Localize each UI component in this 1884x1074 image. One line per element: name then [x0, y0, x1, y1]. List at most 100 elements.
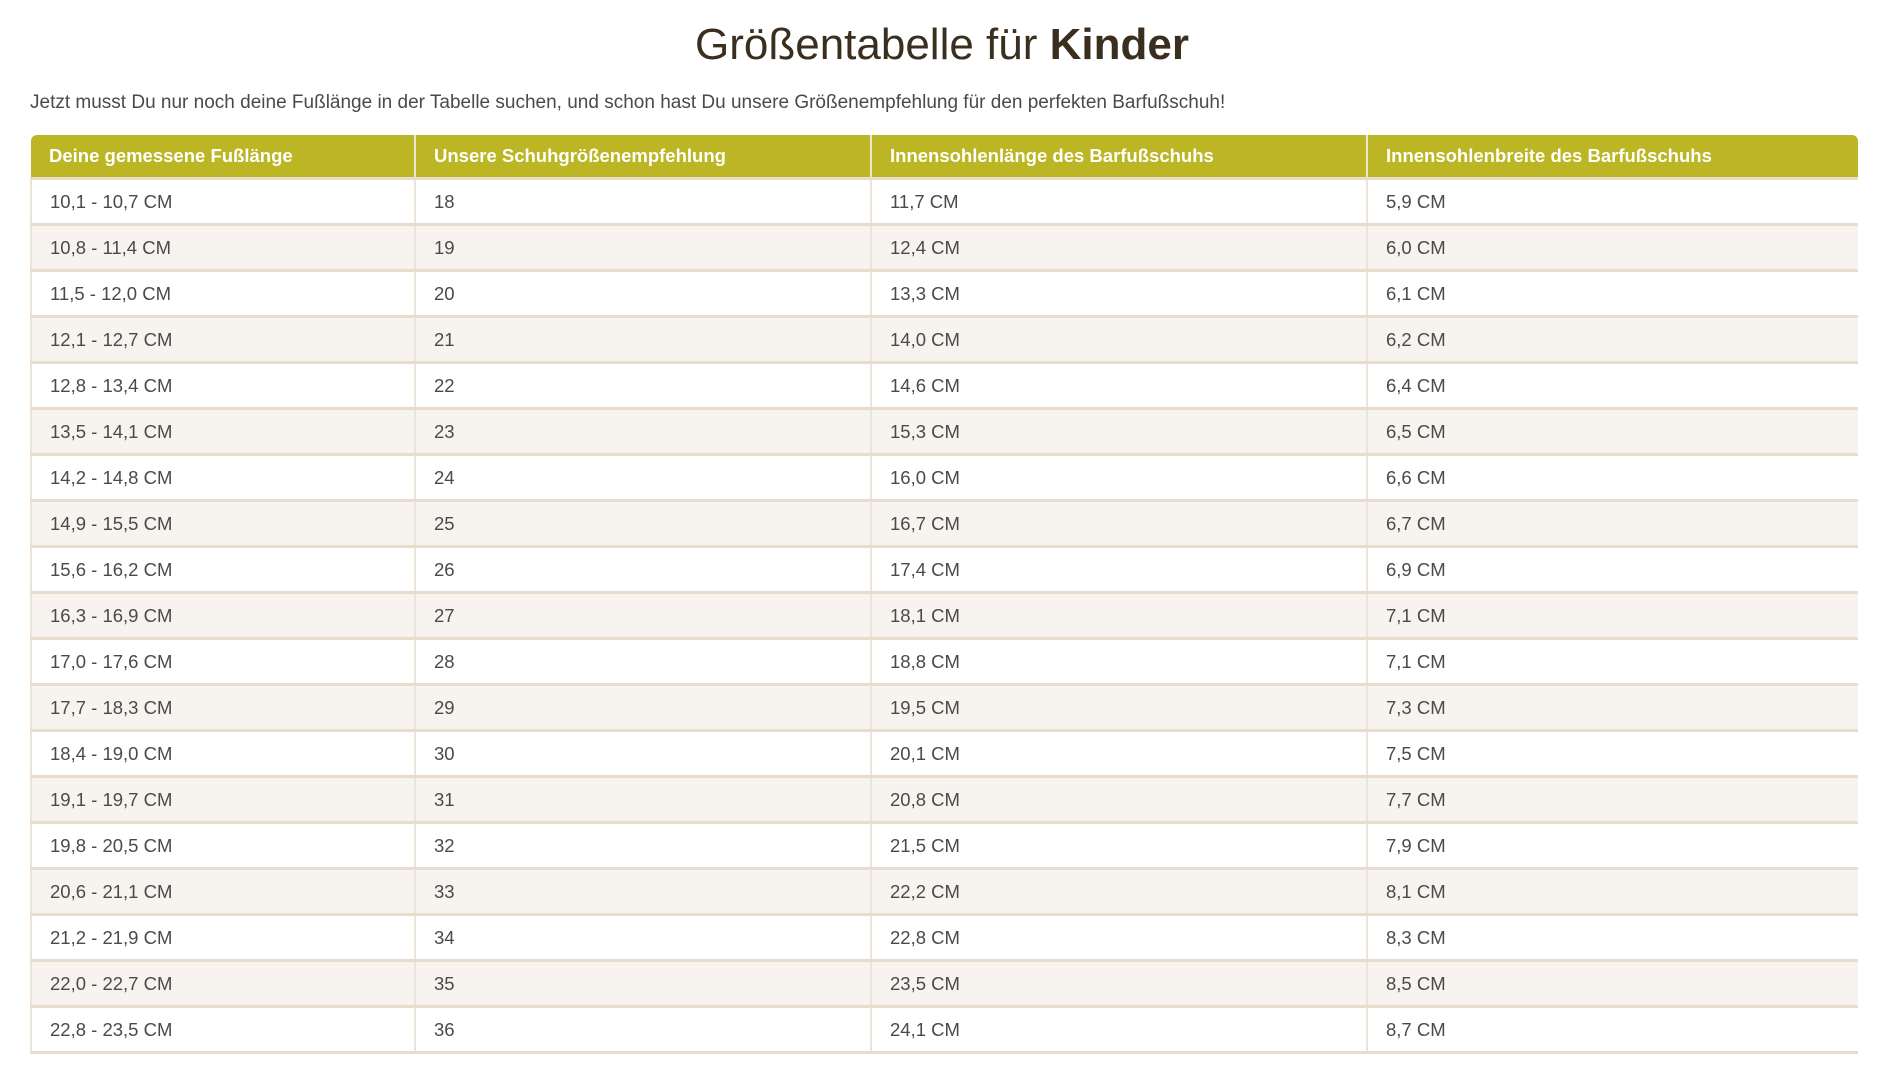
table-cell: 21,2 - 21,9 CM — [30, 914, 416, 962]
table-cell: 16,7 CM — [871, 500, 1368, 548]
table-row: 20,6 - 21,1 CM 33 22,2 CM 8,1 CM — [30, 868, 1858, 916]
table-cell: 20,6 - 21,1 CM — [30, 868, 416, 916]
table-cell: 17,7 - 18,3 CM — [30, 684, 416, 732]
table-cell: 6,4 CM — [1367, 362, 1858, 410]
table-cell: 28 — [415, 638, 872, 686]
table-cell: 18,1 CM — [871, 592, 1368, 640]
table-cell: 19 — [415, 224, 872, 272]
table-cell: 13,3 CM — [871, 270, 1368, 318]
table-cell: 26 — [415, 546, 872, 594]
table-row: 19,8 - 20,5 CM 32 21,5 CM 7,9 CM — [30, 822, 1858, 870]
table-cell: 18,8 CM — [871, 638, 1368, 686]
page-title: Größentabelle für Kinder — [0, 20, 1884, 70]
table-cell: 25 — [415, 500, 872, 548]
table-cell: 31 — [415, 776, 872, 824]
table-row: 13,5 - 14,1 CM 23 15,3 CM 6,5 CM — [30, 408, 1858, 456]
table-cell: 22 — [415, 362, 872, 410]
header-row: Deine gemessene Fußlänge Unsere Schuhgrö… — [31, 135, 1858, 180]
table-row: 19,1 - 19,7 CM 31 20,8 CM 7,7 CM — [30, 776, 1858, 824]
table-cell: 19,1 - 19,7 CM — [30, 776, 416, 824]
table-cell: 18,4 - 19,0 CM — [30, 730, 416, 778]
table-cell: 14,6 CM — [871, 362, 1368, 410]
table-cell: 24 — [415, 454, 872, 502]
table-row: 10,8 - 11,4 CM 19 12,4 CM 6,0 CM — [30, 224, 1858, 272]
table-cell: 14,9 - 15,5 CM — [30, 500, 416, 548]
table-row: 22,8 - 23,5 CM 36 24,1 CM 8,7 CM — [30, 1006, 1858, 1054]
table-cell: 27 — [415, 592, 872, 640]
table-cell: 5,9 CM — [1367, 178, 1858, 226]
table-row: 12,8 - 13,4 CM 22 14,6 CM 6,4 CM — [30, 362, 1858, 410]
table-cell: 7,3 CM — [1367, 684, 1858, 732]
table-cell: 6,7 CM — [1367, 500, 1858, 548]
table-row: 18,4 - 19,0 CM 30 20,1 CM 7,5 CM — [30, 730, 1858, 778]
table-cell: 12,8 - 13,4 CM — [30, 362, 416, 410]
size-table: Deine gemessene Fußlänge Unsere Schuhgrö… — [30, 135, 1858, 1054]
table-cell: 7,7 CM — [1367, 776, 1858, 824]
table-cell: 8,5 CM — [1367, 960, 1858, 1008]
table-cell: 13,5 - 14,1 CM — [30, 408, 416, 456]
table-cell: 22,0 - 22,7 CM — [30, 960, 416, 1008]
column-header: Innensohlenbreite des Barfußschuhs — [1367, 135, 1858, 180]
table-cell: 20 — [415, 270, 872, 318]
table-cell: 7,1 CM — [1367, 638, 1858, 686]
table-cell: 7,1 CM — [1367, 592, 1858, 640]
title-regular: Größentabelle für — [695, 20, 1038, 69]
table-cell: 36 — [415, 1006, 872, 1054]
table-row: 16,3 - 16,9 CM 27 18,1 CM 7,1 CM — [30, 592, 1858, 640]
column-header: Deine gemessene Fußlänge — [31, 135, 416, 180]
table-cell: 18 — [415, 178, 872, 226]
table-cell: 16,3 - 16,9 CM — [30, 592, 416, 640]
table-cell: 12,4 CM — [871, 224, 1368, 272]
table-cell: 6,1 CM — [1367, 270, 1858, 318]
table-row: 14,2 - 14,8 CM 24 16,0 CM 6,6 CM — [30, 454, 1858, 502]
table-cell: 6,5 CM — [1367, 408, 1858, 456]
table-cell: 8,7 CM — [1367, 1006, 1858, 1054]
table-cell: 8,3 CM — [1367, 914, 1858, 962]
table-cell: 33 — [415, 868, 872, 916]
table-cell: 21,5 CM — [871, 822, 1368, 870]
table-cell: 6,9 CM — [1367, 546, 1858, 594]
table-cell: 10,1 - 10,7 CM — [30, 178, 416, 226]
table-cell: 22,8 - 23,5 CM — [30, 1006, 416, 1054]
table-cell: 35 — [415, 960, 872, 1008]
table-cell: 17,0 - 17,6 CM — [30, 638, 416, 686]
table-cell: 15,3 CM — [871, 408, 1368, 456]
column-header: Innensohlenlänge des Barfußschuhs — [871, 135, 1368, 180]
table-row: 17,7 - 18,3 CM 29 19,5 CM 7,3 CM — [30, 684, 1858, 732]
table-cell: 32 — [415, 822, 872, 870]
table-cell: 14,2 - 14,8 CM — [30, 454, 416, 502]
table-cell: 21 — [415, 316, 872, 364]
table-row: 21,2 - 21,9 CM 34 22,8 CM 8,3 CM — [30, 914, 1858, 962]
table-cell: 8,1 CM — [1367, 868, 1858, 916]
table-cell: 16,0 CM — [871, 454, 1368, 502]
table-cell: 22,2 CM — [871, 868, 1368, 916]
table-row: 15,6 - 16,2 CM 26 17,4 CM 6,9 CM — [30, 546, 1858, 594]
table-row: 10,1 - 10,7 CM 18 11,7 CM 5,9 CM — [30, 178, 1858, 226]
table-cell: 30 — [415, 730, 872, 778]
table-cell: 22,8 CM — [871, 914, 1368, 962]
table-cell: 10,8 - 11,4 CM — [30, 224, 416, 272]
table-cell: 23 — [415, 408, 872, 456]
table-row: 22,0 - 22,7 CM 35 23,5 CM 8,5 CM — [30, 960, 1858, 1008]
table-row: 17,0 - 17,6 CM 28 18,8 CM 7,1 CM — [30, 638, 1858, 686]
table-cell: 7,5 CM — [1367, 730, 1858, 778]
title-bold: Kinder — [1049, 20, 1189, 69]
table-cell: 17,4 CM — [871, 546, 1368, 594]
table-cell: 34 — [415, 914, 872, 962]
intro-text: Jetzt musst Du nur noch deine Fußlänge i… — [30, 92, 1226, 113]
table-cell: 7,9 CM — [1367, 822, 1858, 870]
table-cell: 15,6 - 16,2 CM — [30, 546, 416, 594]
table-row: 12,1 - 12,7 CM 21 14,0 CM 6,2 CM — [30, 316, 1858, 364]
table-cell: 6,0 CM — [1367, 224, 1858, 272]
table-cell: 6,6 CM — [1367, 454, 1858, 502]
column-header: Unsere Schuhgrößenempfehlung — [415, 135, 872, 180]
table-cell: 12,1 - 12,7 CM — [30, 316, 416, 364]
table-cell: 20,1 CM — [871, 730, 1368, 778]
table-row: 11,5 - 12,0 CM 20 13,3 CM 6,1 CM — [30, 270, 1858, 318]
table-cell: 6,2 CM — [1367, 316, 1858, 364]
table-cell: 19,5 CM — [871, 684, 1368, 732]
table-cell: 20,8 CM — [871, 776, 1368, 824]
table-cell: 11,5 - 12,0 CM — [30, 270, 416, 318]
table-cell: 11,7 CM — [871, 178, 1368, 226]
table-cell: 19,8 - 20,5 CM — [30, 822, 416, 870]
